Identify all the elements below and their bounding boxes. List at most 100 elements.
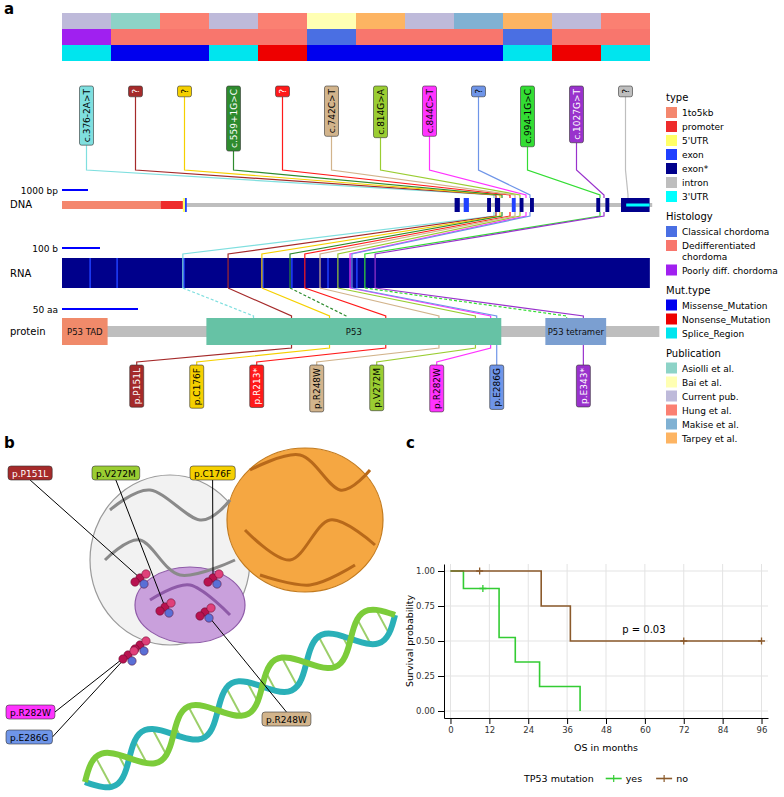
heatmap-cell [258, 45, 307, 61]
legend-label: no [676, 773, 688, 784]
protein-mutation-label-box [310, 365, 324, 412]
legend-title: Mut.type [666, 285, 710, 296]
structure-lines [30, 480, 286, 737]
dna-feature [530, 198, 534, 212]
legend-label: intron [682, 178, 708, 188]
y-tick: 0.25 [416, 671, 444, 681]
legend: type1to5kbpromoter5'UTRexonexon*intron3'… [666, 92, 778, 444]
legend-swatch [666, 314, 677, 325]
heatmap-cell [405, 29, 454, 45]
leader-line [30, 480, 140, 578]
protein-mutation-label-text: p.R213* [252, 368, 262, 405]
mutation-line-rna [350, 212, 526, 288]
structure-label-text: p.R282W [10, 708, 51, 718]
legend-title: TP53 mutation [523, 773, 594, 784]
dna-mutation-label: c.1027G>T [570, 86, 584, 143]
protein-mutation-label-box [430, 365, 444, 412]
dna-mutation-label-box [325, 86, 339, 136]
atom-sphere [130, 647, 138, 655]
structure-label: p.R282W [6, 705, 55, 719]
heatmap-cell [503, 45, 552, 61]
structure-domain [227, 448, 383, 592]
heatmap-cell [307, 45, 356, 61]
dna-rung [95, 757, 112, 788]
censor-mark [476, 568, 483, 575]
x-tick-label: 48 [601, 725, 612, 735]
dna-mutation-label-text: ? [131, 89, 141, 94]
mutation-line-dna [136, 97, 496, 198]
dna-mutation-label-box [178, 86, 192, 97]
legend-swatch [666, 107, 677, 118]
legend-swatch [666, 191, 677, 202]
panel-a: DNARNAprotein1000 bp100 b50 aaP53 TADP53… [10, 13, 778, 444]
atom-sphere [165, 609, 173, 617]
atom-sphere [131, 578, 139, 586]
rna-exon-boundary [327, 258, 329, 288]
dna-mutation-label: ? [276, 86, 290, 97]
legend-swatch [666, 177, 677, 188]
mutation-line-protein [320, 288, 439, 318]
x-tick-mark [489, 718, 490, 724]
heatmap-cell [601, 13, 650, 29]
dna-feature [621, 198, 650, 212]
legend-swatch [666, 163, 677, 174]
scale-bar-label: 100 b [32, 244, 58, 254]
legend-label: 3'UTR [682, 192, 709, 202]
rna-exon-boundary [183, 258, 185, 288]
heatmap-cell [552, 45, 601, 61]
dna-mutation-label-text: c.844C>T [425, 89, 435, 134]
panel-letter: b [4, 434, 15, 452]
legend-swatch [666, 433, 677, 444]
dna-feature [185, 198, 187, 212]
mutation-line-dna [577, 143, 604, 198]
protein-mutation-label: p.R213* [250, 365, 264, 408]
structure-label: p.V272M [92, 466, 140, 480]
dna-mutation-label: c.814G>A [374, 86, 388, 138]
rna-exon-boundary [89, 258, 91, 288]
protein-mutation-label: p.R282W [430, 365, 444, 412]
legend-swatch [666, 300, 677, 311]
protein-mutation-label-text: p.C176F [192, 368, 202, 405]
heatmap-cell [62, 29, 111, 45]
dna-feature [605, 198, 609, 212]
dna-mutation-label-text: c.994-1G>C [523, 89, 533, 144]
dna-mutation-label: c.559+1G>C [227, 86, 241, 151]
heatmap-cell [111, 45, 160, 61]
mutation-lines [87, 97, 628, 365]
structure-label-box [262, 712, 311, 726]
atom-sphere [156, 607, 164, 615]
dna-mutation-label: c.376-2A>T [80, 86, 94, 145]
heatmap-cell [160, 29, 209, 45]
atom-sphere [140, 647, 148, 655]
protein-mutation-label: p.C176F [190, 365, 204, 408]
heatmap-cell [454, 45, 503, 61]
legend-label: Nonsense_Mutation [682, 315, 770, 325]
mutation-line-dna [381, 138, 520, 198]
x-tick-label: 72 [679, 725, 690, 735]
leader-line [116, 480, 165, 607]
structure-labels: p.P151Lp.V272Mp.C176Fp.R282Wp.E286Gp.R24… [6, 466, 311, 744]
dna-mutation-label-box [80, 86, 94, 145]
legend-label: Dedifferentiatedchordoma [682, 241, 756, 262]
protein-domain [545, 318, 606, 345]
leader-line [52, 655, 128, 737]
dna-mutation-label: ? [619, 86, 633, 97]
x-axis-title: OS in months [574, 742, 638, 753]
heatmap-cell [209, 29, 258, 45]
protein-mutation-label-box [370, 365, 384, 411]
legend-label: Poorly diff. chordoma [682, 266, 778, 276]
panel-c: 012243648607284960.000.250.500.751.00OS … [404, 564, 769, 784]
legend-label: promoter [682, 122, 724, 132]
x-tick: 60 [640, 718, 651, 735]
y-axis: 0.000.250.500.751.00 [416, 565, 444, 719]
structure-label-text: p.R248W [266, 715, 307, 725]
y-tick: 0.50 [416, 636, 444, 646]
dna-mutation-label: ? [129, 86, 143, 97]
x-tick-mark [528, 718, 529, 724]
legend-label: Missense_Mutation [682, 301, 767, 311]
legend-swatch [666, 226, 677, 237]
heatmap-cell [552, 13, 601, 29]
dna-mutation-label: c.742C>T [325, 86, 339, 136]
y-tick-label: 0.00 [416, 706, 435, 716]
y-tick: 1.00 [416, 566, 444, 576]
